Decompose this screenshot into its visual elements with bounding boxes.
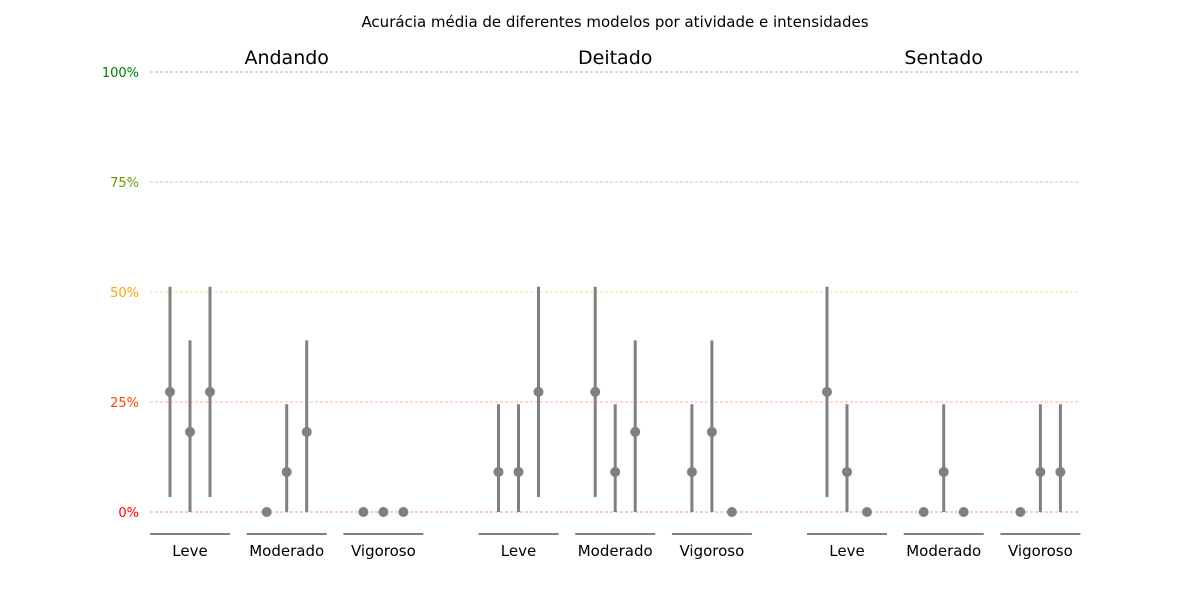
- y-axis: 0% 25% 50% 75% 100%: [102, 66, 139, 521]
- mean-point: [862, 507, 872, 517]
- mean-point: [918, 507, 929, 517]
- y-tick-label: 50%: [110, 286, 139, 301]
- panel-sentado: Sentado Leve Moderado Vigoroso: [807, 47, 1081, 560]
- panel-deitado: Deitado Leve Moderado Vigoroso: [478, 47, 752, 560]
- group-leve: Leve: [478, 286, 559, 560]
- mean-point: [706, 426, 717, 437]
- chart-title: Acurácia média de diferentes modelos por…: [361, 13, 868, 31]
- group-moderado: Moderado: [246, 340, 327, 560]
- panel-title: Andando: [244, 47, 328, 69]
- x-tick-label: Leve: [172, 542, 207, 560]
- x-tick-label: Moderado: [578, 542, 653, 560]
- y-tick-label: 0%: [118, 506, 139, 521]
- mean-point: [493, 466, 504, 477]
- x-tick-label: Moderado: [249, 542, 324, 560]
- mean-point: [185, 426, 195, 437]
- x-tick-label: Vigoroso: [351, 542, 416, 560]
- x-tick-label: Vigoroso: [1008, 542, 1073, 560]
- mean-point: [630, 426, 641, 437]
- mean-point: [958, 507, 969, 517]
- panel-andando: Andando Leve Moderado Vigoroso: [150, 47, 424, 560]
- group-leve: Leve: [150, 286, 230, 560]
- y-tick-label: 100%: [102, 66, 139, 81]
- mean-point: [938, 466, 949, 477]
- mean-point: [686, 466, 697, 477]
- mean-point: [398, 507, 409, 517]
- group-moderado: Moderado: [575, 286, 656, 560]
- group-vigoroso: Vigoroso: [1000, 404, 1081, 560]
- panels: Andando Leve Moderado Vigoroso Deitado Leve Mo…: [150, 47, 1081, 560]
- mean-point: [165, 386, 175, 397]
- group-leve: Leve: [807, 286, 887, 560]
- mean-point: [533, 386, 544, 397]
- mean-point: [1015, 507, 1026, 517]
- mean-point: [261, 507, 272, 517]
- group-moderado: Moderado: [903, 404, 984, 560]
- mean-point: [358, 507, 369, 517]
- x-tick-label: Moderado: [906, 542, 981, 560]
- group-vigoroso: Vigoroso: [343, 507, 424, 560]
- mean-point: [610, 466, 621, 477]
- y-tick-label: 25%: [110, 396, 139, 411]
- group-vigoroso: Vigoroso: [671, 340, 752, 560]
- mean-point: [726, 507, 737, 517]
- x-tick-label: Vigoroso: [679, 542, 744, 560]
- mean-point: [1055, 466, 1066, 477]
- mean-point: [1035, 466, 1046, 477]
- y-tick-label: 75%: [110, 176, 139, 191]
- mean-point: [281, 466, 292, 477]
- mean-point: [822, 386, 832, 397]
- mean-point: [205, 386, 215, 397]
- mean-point: [378, 507, 389, 517]
- mean-point: [842, 466, 852, 477]
- mean-point: [513, 466, 524, 477]
- panel-title: Sentado: [904, 47, 983, 69]
- x-tick-label: Leve: [501, 542, 536, 560]
- mean-point: [590, 386, 601, 397]
- panel-title: Deitado: [578, 47, 652, 69]
- mean-point: [301, 426, 312, 437]
- x-tick-label: Leve: [829, 542, 864, 560]
